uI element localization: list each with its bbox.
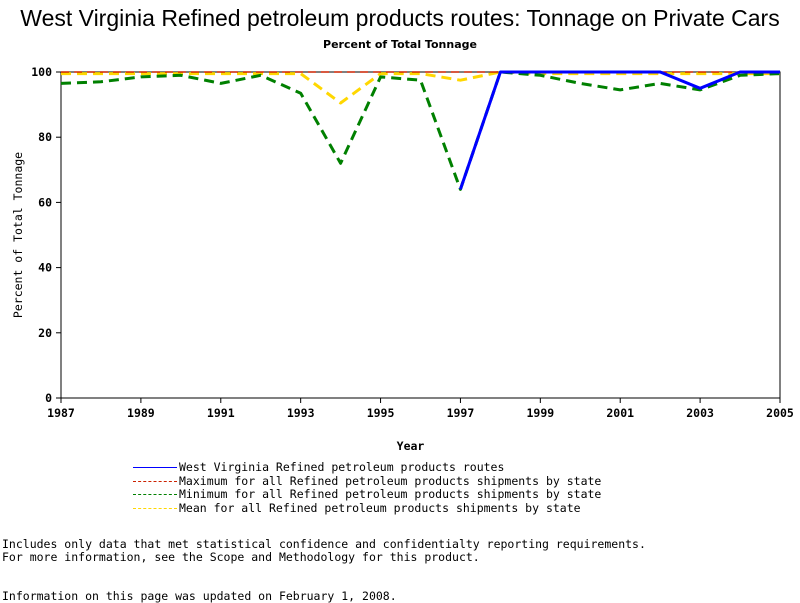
- methodology-note: For more information, see the Scope and …: [2, 550, 480, 564]
- x-tick-label: 1987: [47, 406, 75, 420]
- update-note: Information on this page was updated on …: [2, 589, 397, 603]
- chart-subtitle: Percent of Total Tonnage: [323, 38, 477, 51]
- legend-entry: West Virginia Refined petroleum products…: [133, 460, 601, 475]
- legend-entry: Mean for all Refined petroleum products …: [133, 500, 601, 516]
- x-tick-label: 1995: [367, 406, 395, 420]
- legend-swatch: [133, 508, 177, 510]
- x-tick-label: 2003: [686, 406, 714, 420]
- y-axis-title: Percent of Total Tonnage: [11, 152, 25, 318]
- y-tick-label: 40: [38, 261, 52, 275]
- line-chart: 1987 1989 1991 1993 1995 1997 1999 2001 2003 2005…: [11, 65, 794, 453]
- y-tick-label: 60: [38, 195, 52, 209]
- x-tick-label: 1999: [526, 406, 554, 420]
- series-line-0: [458, 70, 780, 190]
- legend-label: Mean for all Refined petroleum products …: [179, 500, 581, 515]
- chart-legend: West Virginia Refined petroleum products…: [133, 460, 602, 516]
- legend-label: Minimum for all Refined petroleum produc…: [179, 487, 602, 502]
- y-tick-label: 80: [38, 130, 52, 144]
- legend-label: Maximum for all Refined petroleum produc…: [179, 473, 602, 488]
- confidence-note: Includes only data that met statistical …: [2, 537, 646, 551]
- legend-label: West Virginia Refined petroleum products…: [179, 460, 505, 474]
- legend-swatch: [133, 467, 177, 469]
- x-tick-label: 2005: [766, 406, 794, 420]
- series-line-2: [60, 70, 781, 191]
- x-tick-label: 2001: [606, 406, 634, 420]
- y-tick-label: 0: [45, 391, 52, 405]
- x-tick-label: 1993: [287, 406, 315, 420]
- plot-frame: [60, 71, 781, 399]
- series-line-3: [61, 70, 780, 105]
- x-tick-label: 1991: [207, 406, 235, 420]
- x-axis-title: Year: [397, 439, 425, 453]
- x-tick-label: 1989: [127, 406, 155, 420]
- y-tick-label: 20: [38, 326, 52, 340]
- y-tick-label: 100: [31, 65, 52, 79]
- chart-title: West Virginia Refined petroleum products…: [20, 5, 780, 31]
- legend-swatch: [133, 480, 177, 482]
- x-tick-label: 1997: [447, 406, 475, 420]
- legend-entry: Maximum for all Refined petroleum produc…: [133, 473, 602, 489]
- legend-swatch: [133, 494, 177, 496]
- legend-entry: Minimum for all Refined petroleum produc…: [133, 488, 601, 502]
